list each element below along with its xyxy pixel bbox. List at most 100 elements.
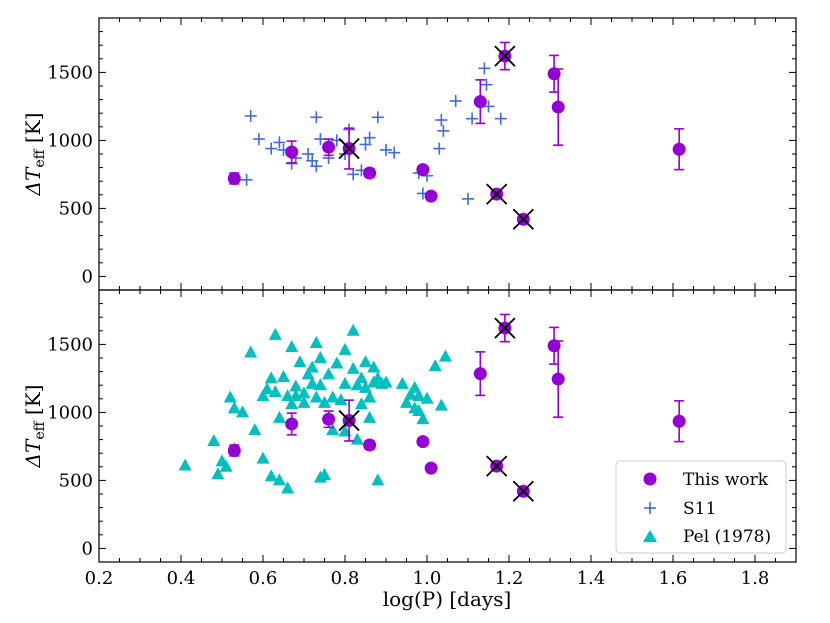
this-work-point [486,183,508,205]
s11-point [252,133,265,146]
this-work-point [424,461,438,475]
s11-point [265,142,278,155]
pel-point [318,467,331,480]
this-work-point [322,138,336,157]
pel-point [219,459,233,472]
this-work-point [512,480,534,502]
x-tick-label: 0.6 [249,568,278,589]
pel-point [289,379,303,392]
pel-point [326,390,340,403]
bottom-panel: 0 500 1000 1500 0.2 0.4 0.6 0.8 1.0 1.2 1.4 1.6 1.8 [47,289,797,589]
pel-point [408,380,422,393]
pel-point [305,376,319,389]
x-tick-label: 0.4 [167,568,196,589]
pel-point [236,405,249,418]
s11-point [371,111,384,124]
top-this-work-series [227,41,686,230]
pel-point [363,410,377,423]
s11-point [380,143,392,156]
this-work-point [338,127,360,170]
pel-point [334,393,348,406]
s11-point [480,78,493,91]
pel-point [285,340,299,353]
pel-point [301,367,315,380]
bottom-this-work-series [227,313,686,502]
this-work-point [322,410,336,429]
legend: This work S11 Pel (1978) [615,460,787,554]
this-work-point [227,443,241,457]
s11-point [388,146,401,159]
x-tick-label: 0.8 [331,568,360,589]
legend-frame [615,460,787,554]
x-tick-label: 0.2 [85,568,114,589]
legend-label-s11: S11 [683,499,716,519]
bottom-axes-frame [98,289,797,563]
pel-point [223,390,237,403]
pel-point [338,376,352,389]
this-work-point [285,140,299,164]
s11-point [347,168,360,181]
s11-point [462,192,474,205]
pel-point [359,380,372,393]
this-work-point [227,171,241,185]
this-work-point [416,435,430,449]
pel-point [434,398,448,411]
this-work-point [285,412,299,436]
s11-point [478,62,491,75]
pel-point [297,395,311,408]
x-tick-label: 1.0 [413,568,442,589]
pel-point [264,469,278,482]
pel-point [309,336,323,349]
pel-point [207,433,221,446]
s11-point [494,112,507,125]
pel-point [297,386,311,399]
pel-point [293,355,307,368]
pel-point [412,404,426,417]
this-work-point [363,438,377,452]
pel-point [244,345,258,358]
s11-point [437,124,450,137]
x-axis-label: log(P) [days] [383,587,512,611]
pel-point [338,424,352,437]
pel-point [350,378,364,391]
s11-point [433,142,446,155]
top-y-axis-label: ΔTeff [K] [21,113,48,197]
this-work-point [494,313,516,343]
pel-point [404,387,418,400]
legend-marker-s11 [644,502,656,514]
pel-point [379,375,393,388]
legend-marker-this-work [643,472,657,486]
x-tick-label: 1.4 [577,568,606,589]
x-tick-label: 1.8 [741,568,770,589]
pel-point [330,356,344,369]
bot-y-tick-label: 500 [59,470,93,491]
pel-point [346,361,360,374]
pel-point [428,359,442,372]
pel-point [248,423,262,436]
pel-point [438,349,452,362]
x-tick-label: 1.2 [495,568,524,589]
this-work-point [424,189,438,203]
s11-point [363,131,376,144]
pel-point [354,397,368,410]
this-work-point [672,400,686,443]
this-work-point [672,128,686,171]
pel-point [281,389,295,402]
legend-label-this-work: This work [683,470,769,490]
pel-point [313,351,327,363]
pel-point [416,412,430,425]
pel-point [260,382,274,395]
pel-point [322,367,336,380]
top-y-tick-label: 1500 [47,62,93,83]
s11-point [466,112,479,125]
pel-point [395,376,409,389]
pel-point [277,370,290,383]
s11-point [449,94,462,107]
pel-point [309,390,323,403]
bottom-y-axis-label: ΔTeff [K] [21,385,48,469]
this-work-point [416,163,430,177]
top-y-tick-label: 0 [82,266,93,287]
s11-point [310,160,323,173]
top-panel: 0 500 1000 1500 [47,17,797,291]
